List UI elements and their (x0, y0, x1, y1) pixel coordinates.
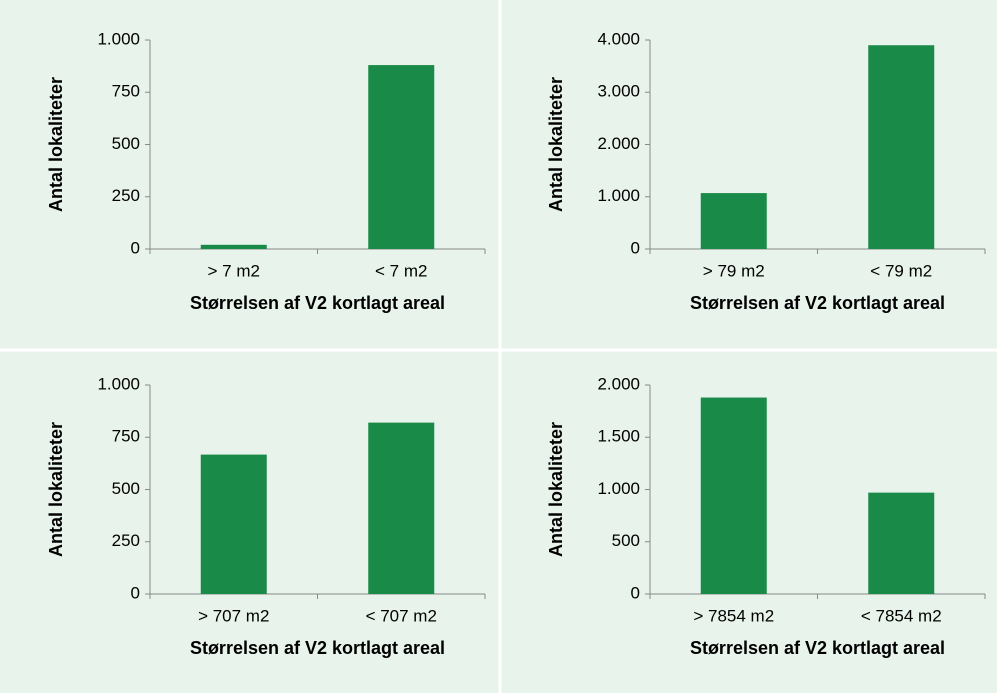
x-tick-label: > 7 m2 (208, 261, 260, 280)
chart: 0 250 500 750 1.000 > 707 m2 < 707 m2 Størrelse… (46, 374, 486, 658)
x-axis-title: Størrelsen af V2 kortlagt areal (690, 293, 945, 313)
bar (868, 492, 935, 594)
y-tick-label: 0 (631, 238, 640, 257)
y-axis-title: Antal lokaliteter (546, 77, 566, 212)
chart: 0 250 500 750 1.000 > 7 m2 < 7 m2 Størrelsen af… (46, 29, 486, 313)
y-tick-label: 2.000 (597, 374, 640, 393)
y-axis-title: Antal lokaliteter (46, 77, 66, 212)
bar (700, 193, 767, 249)
bar (200, 454, 267, 594)
x-tick-label: < 7 m2 (375, 261, 427, 280)
x-axis-title: Størrelsen af V2 kortlagt areal (190, 293, 445, 313)
x-axis-title: Størrelsen af V2 kortlagt areal (690, 638, 945, 658)
x-tick-label: < 79 m2 (870, 261, 932, 280)
bar (368, 422, 435, 594)
x-tick-label: < 7854 m2 (861, 606, 942, 625)
y-tick-label: 500 (112, 134, 140, 153)
y-tick-label: 2.000 (597, 134, 640, 153)
y-tick-label: 750 (112, 82, 140, 101)
chart: 0 500 1.000 1.500 2.000 > 7854 m2 < 7854 m2 Stø… (546, 374, 986, 658)
bar (200, 244, 267, 249)
y-tick-label: 0 (131, 583, 140, 602)
bar (700, 397, 767, 594)
y-tick-label: 1.500 (597, 427, 640, 446)
y-tick-label: 1.000 (97, 374, 140, 393)
y-tick-label: 250 (112, 186, 140, 205)
y-tick-label: 0 (131, 238, 140, 257)
y-tick-label: 1.000 (597, 479, 640, 498)
y-tick-label: 3.000 (597, 82, 640, 101)
y-tick-label: 500 (112, 479, 140, 498)
x-tick-label: > 79 m2 (703, 261, 765, 280)
y-tick-label: 750 (112, 427, 140, 446)
bar (368, 65, 435, 249)
y-tick-label: 500 (612, 531, 640, 550)
y-axis-title: Antal lokaliteter (46, 422, 66, 557)
x-axis-title: Størrelsen af V2 kortlagt areal (190, 638, 445, 658)
chart: 0 1.000 2.000 3.000 4.000 > 79 m2 < 79 m2 Størr… (546, 29, 986, 313)
x-tick-label: > 7854 m2 (693, 606, 774, 625)
x-tick-label: < 707 m2 (366, 606, 437, 625)
y-tick-label: 0 (631, 583, 640, 602)
y-tick-label: 250 (112, 531, 140, 550)
y-tick-label: 4.000 (597, 29, 640, 48)
y-axis-title: Antal lokaliteter (546, 422, 566, 557)
y-tick-label: 1.000 (597, 186, 640, 205)
y-tick-label: 1.000 (97, 29, 140, 48)
bar (868, 45, 935, 249)
x-tick-label: > 707 m2 (198, 606, 269, 625)
